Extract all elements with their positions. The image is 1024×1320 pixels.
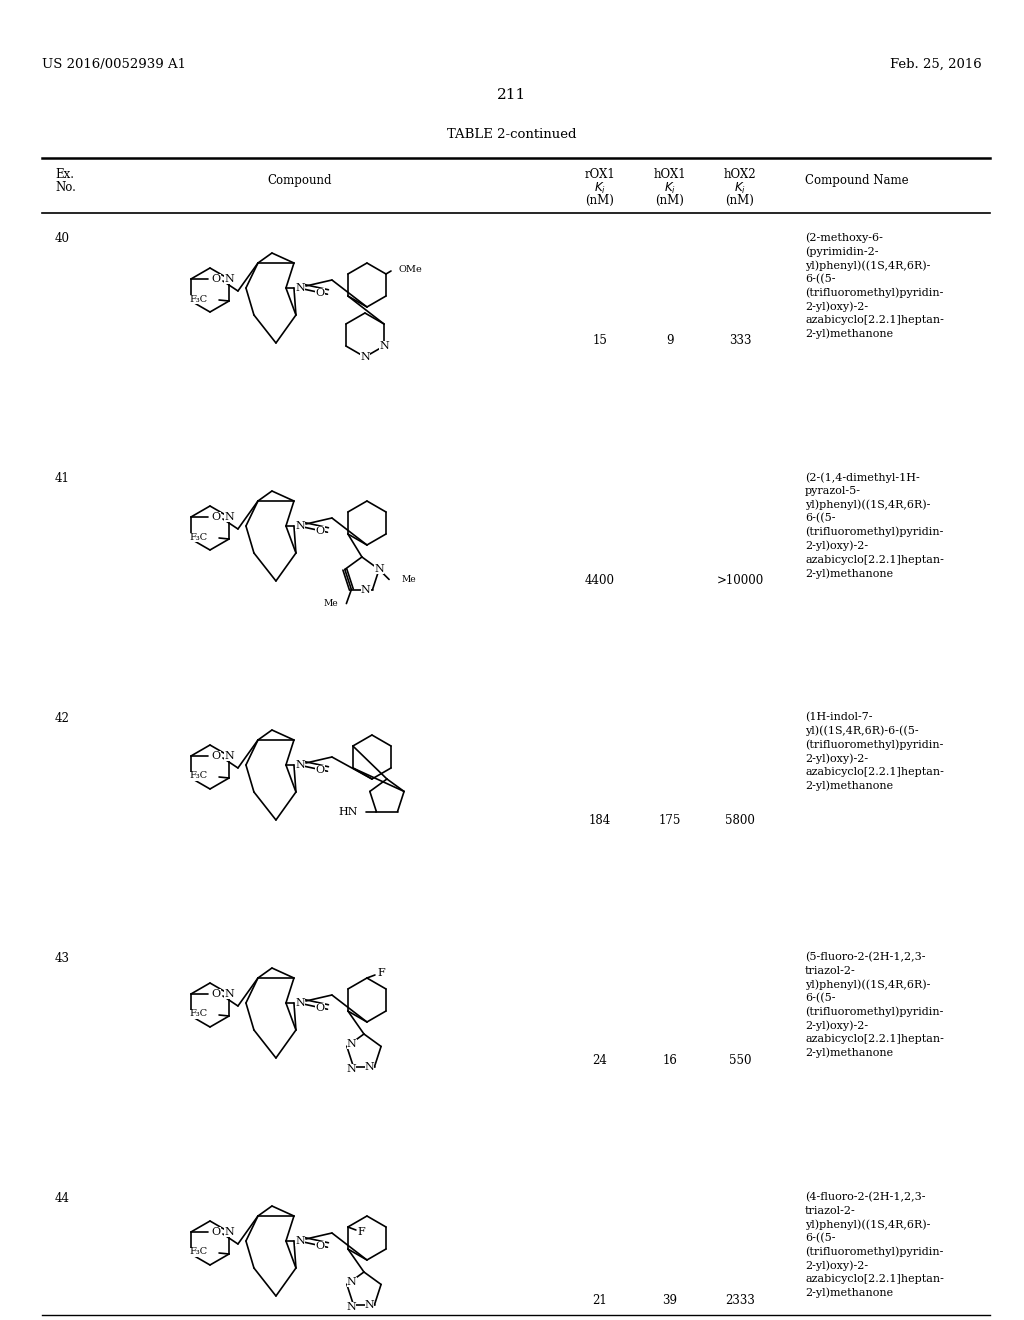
Text: 44: 44	[55, 1192, 70, 1205]
Text: O: O	[315, 288, 325, 298]
Text: (2-methoxy-6-
(pyrimidin-2-
yl)phenyl)((1S,4R,6R)-
6-((5-
(trifluoromethyl)pyrid: (2-methoxy-6- (pyrimidin-2- yl)phenyl)((…	[805, 232, 944, 339]
Text: 39: 39	[663, 1294, 678, 1307]
Text: F₃C: F₃C	[188, 771, 207, 780]
Text: N: N	[295, 282, 305, 293]
Text: F: F	[358, 1228, 366, 1237]
Text: O: O	[211, 512, 220, 521]
Text: (nM): (nM)	[726, 194, 755, 207]
Text: N: N	[374, 565, 384, 574]
Text: N: N	[347, 1039, 356, 1049]
Text: N: N	[365, 1061, 375, 1072]
Text: O: O	[315, 1241, 325, 1251]
Text: 333: 333	[729, 334, 752, 346]
Text: rOX1: rOX1	[585, 168, 615, 181]
Text: O: O	[211, 1228, 220, 1237]
Text: N: N	[224, 275, 233, 284]
Text: 40: 40	[55, 232, 70, 246]
Text: Me: Me	[401, 576, 416, 583]
Text: O: O	[315, 766, 325, 775]
Text: 24: 24	[593, 1053, 607, 1067]
Text: F: F	[377, 968, 385, 978]
Text: O: O	[315, 525, 325, 536]
Text: N: N	[360, 585, 371, 594]
Text: O: O	[211, 989, 220, 999]
Text: F₃C: F₃C	[188, 532, 207, 541]
Text: O: O	[315, 1003, 325, 1012]
Text: 5800: 5800	[725, 813, 755, 826]
Text: (5-fluoro-2-(2H-1,2,3-
triazol-2-
yl)phenyl)((1S,4R,6R)-
6-((5-
(trifluoromethyl: (5-fluoro-2-(2H-1,2,3- triazol-2- yl)phe…	[805, 952, 944, 1059]
Text: $K_i$: $K_i$	[664, 181, 676, 197]
Text: hOX1: hOX1	[653, 168, 686, 181]
Text: F₃C: F₃C	[188, 1247, 207, 1257]
Text: 2333: 2333	[725, 1294, 755, 1307]
Text: 550: 550	[729, 1053, 752, 1067]
Text: Compound Name: Compound Name	[805, 174, 908, 187]
Text: 184: 184	[589, 813, 611, 826]
Text: (nM): (nM)	[586, 194, 614, 207]
Text: N: N	[347, 1278, 356, 1287]
Text: Compound: Compound	[267, 174, 332, 187]
Text: 41: 41	[55, 473, 70, 484]
Text: $K_i$: $K_i$	[594, 181, 606, 197]
Text: N: N	[379, 341, 389, 351]
Text: 21: 21	[593, 1294, 607, 1307]
Text: TABLE 2-continued: TABLE 2-continued	[447, 128, 577, 141]
Text: 4400: 4400	[585, 573, 615, 586]
Text: 211: 211	[498, 88, 526, 102]
Text: 9: 9	[667, 334, 674, 346]
Text: 175: 175	[658, 813, 681, 826]
Text: hOX2: hOX2	[724, 168, 757, 181]
Text: N: N	[365, 1300, 375, 1309]
Text: N: N	[360, 352, 370, 362]
Text: N: N	[224, 512, 233, 521]
Text: N: N	[346, 1064, 356, 1073]
Text: 42: 42	[55, 711, 70, 725]
Text: N: N	[346, 1302, 356, 1312]
Text: US 2016/0052939 A1: US 2016/0052939 A1	[42, 58, 186, 71]
Text: >10000: >10000	[717, 573, 764, 586]
Text: 43: 43	[55, 952, 70, 965]
Text: O: O	[211, 275, 220, 284]
Text: HN: HN	[339, 807, 358, 817]
Text: $K_i$: $K_i$	[734, 181, 745, 197]
Text: (nM): (nM)	[655, 194, 684, 207]
Text: F₃C: F₃C	[188, 1010, 207, 1019]
Text: N: N	[224, 751, 233, 762]
Text: (1H-indol-7-
yl)((1S,4R,6R)-6-((5-
(trifluoromethyl)pyridin-
2-yl)oxy)-2-
azabic: (1H-indol-7- yl)((1S,4R,6R)-6-((5- (trif…	[805, 711, 944, 792]
Text: OMe: OMe	[398, 264, 422, 273]
Text: No.: No.	[55, 181, 76, 194]
Text: F₃C: F₃C	[188, 294, 207, 304]
Text: (2-(1,4-dimethyl-1H-
pyrazol-5-
yl)phenyl)((1S,4R,6R)-
6-((5-
(trifluoromethyl)p: (2-(1,4-dimethyl-1H- pyrazol-5- yl)pheny…	[805, 473, 944, 578]
Text: N: N	[295, 521, 305, 531]
Text: N: N	[295, 760, 305, 770]
Text: Ex.: Ex.	[55, 168, 74, 181]
Text: N: N	[224, 989, 233, 999]
Text: N: N	[295, 998, 305, 1008]
Text: N: N	[224, 1228, 233, 1237]
Text: 15: 15	[593, 334, 607, 346]
Text: Feb. 25, 2016: Feb. 25, 2016	[890, 58, 982, 71]
Text: O: O	[211, 751, 220, 762]
Text: Me: Me	[324, 599, 338, 609]
Text: 16: 16	[663, 1053, 678, 1067]
Text: N: N	[295, 1236, 305, 1246]
Text: (4-fluoro-2-(2H-1,2,3-
triazol-2-
yl)phenyl)((1S,4R,6R)-
6-((5-
(trifluoromethyl: (4-fluoro-2-(2H-1,2,3- triazol-2- yl)phe…	[805, 1192, 944, 1299]
